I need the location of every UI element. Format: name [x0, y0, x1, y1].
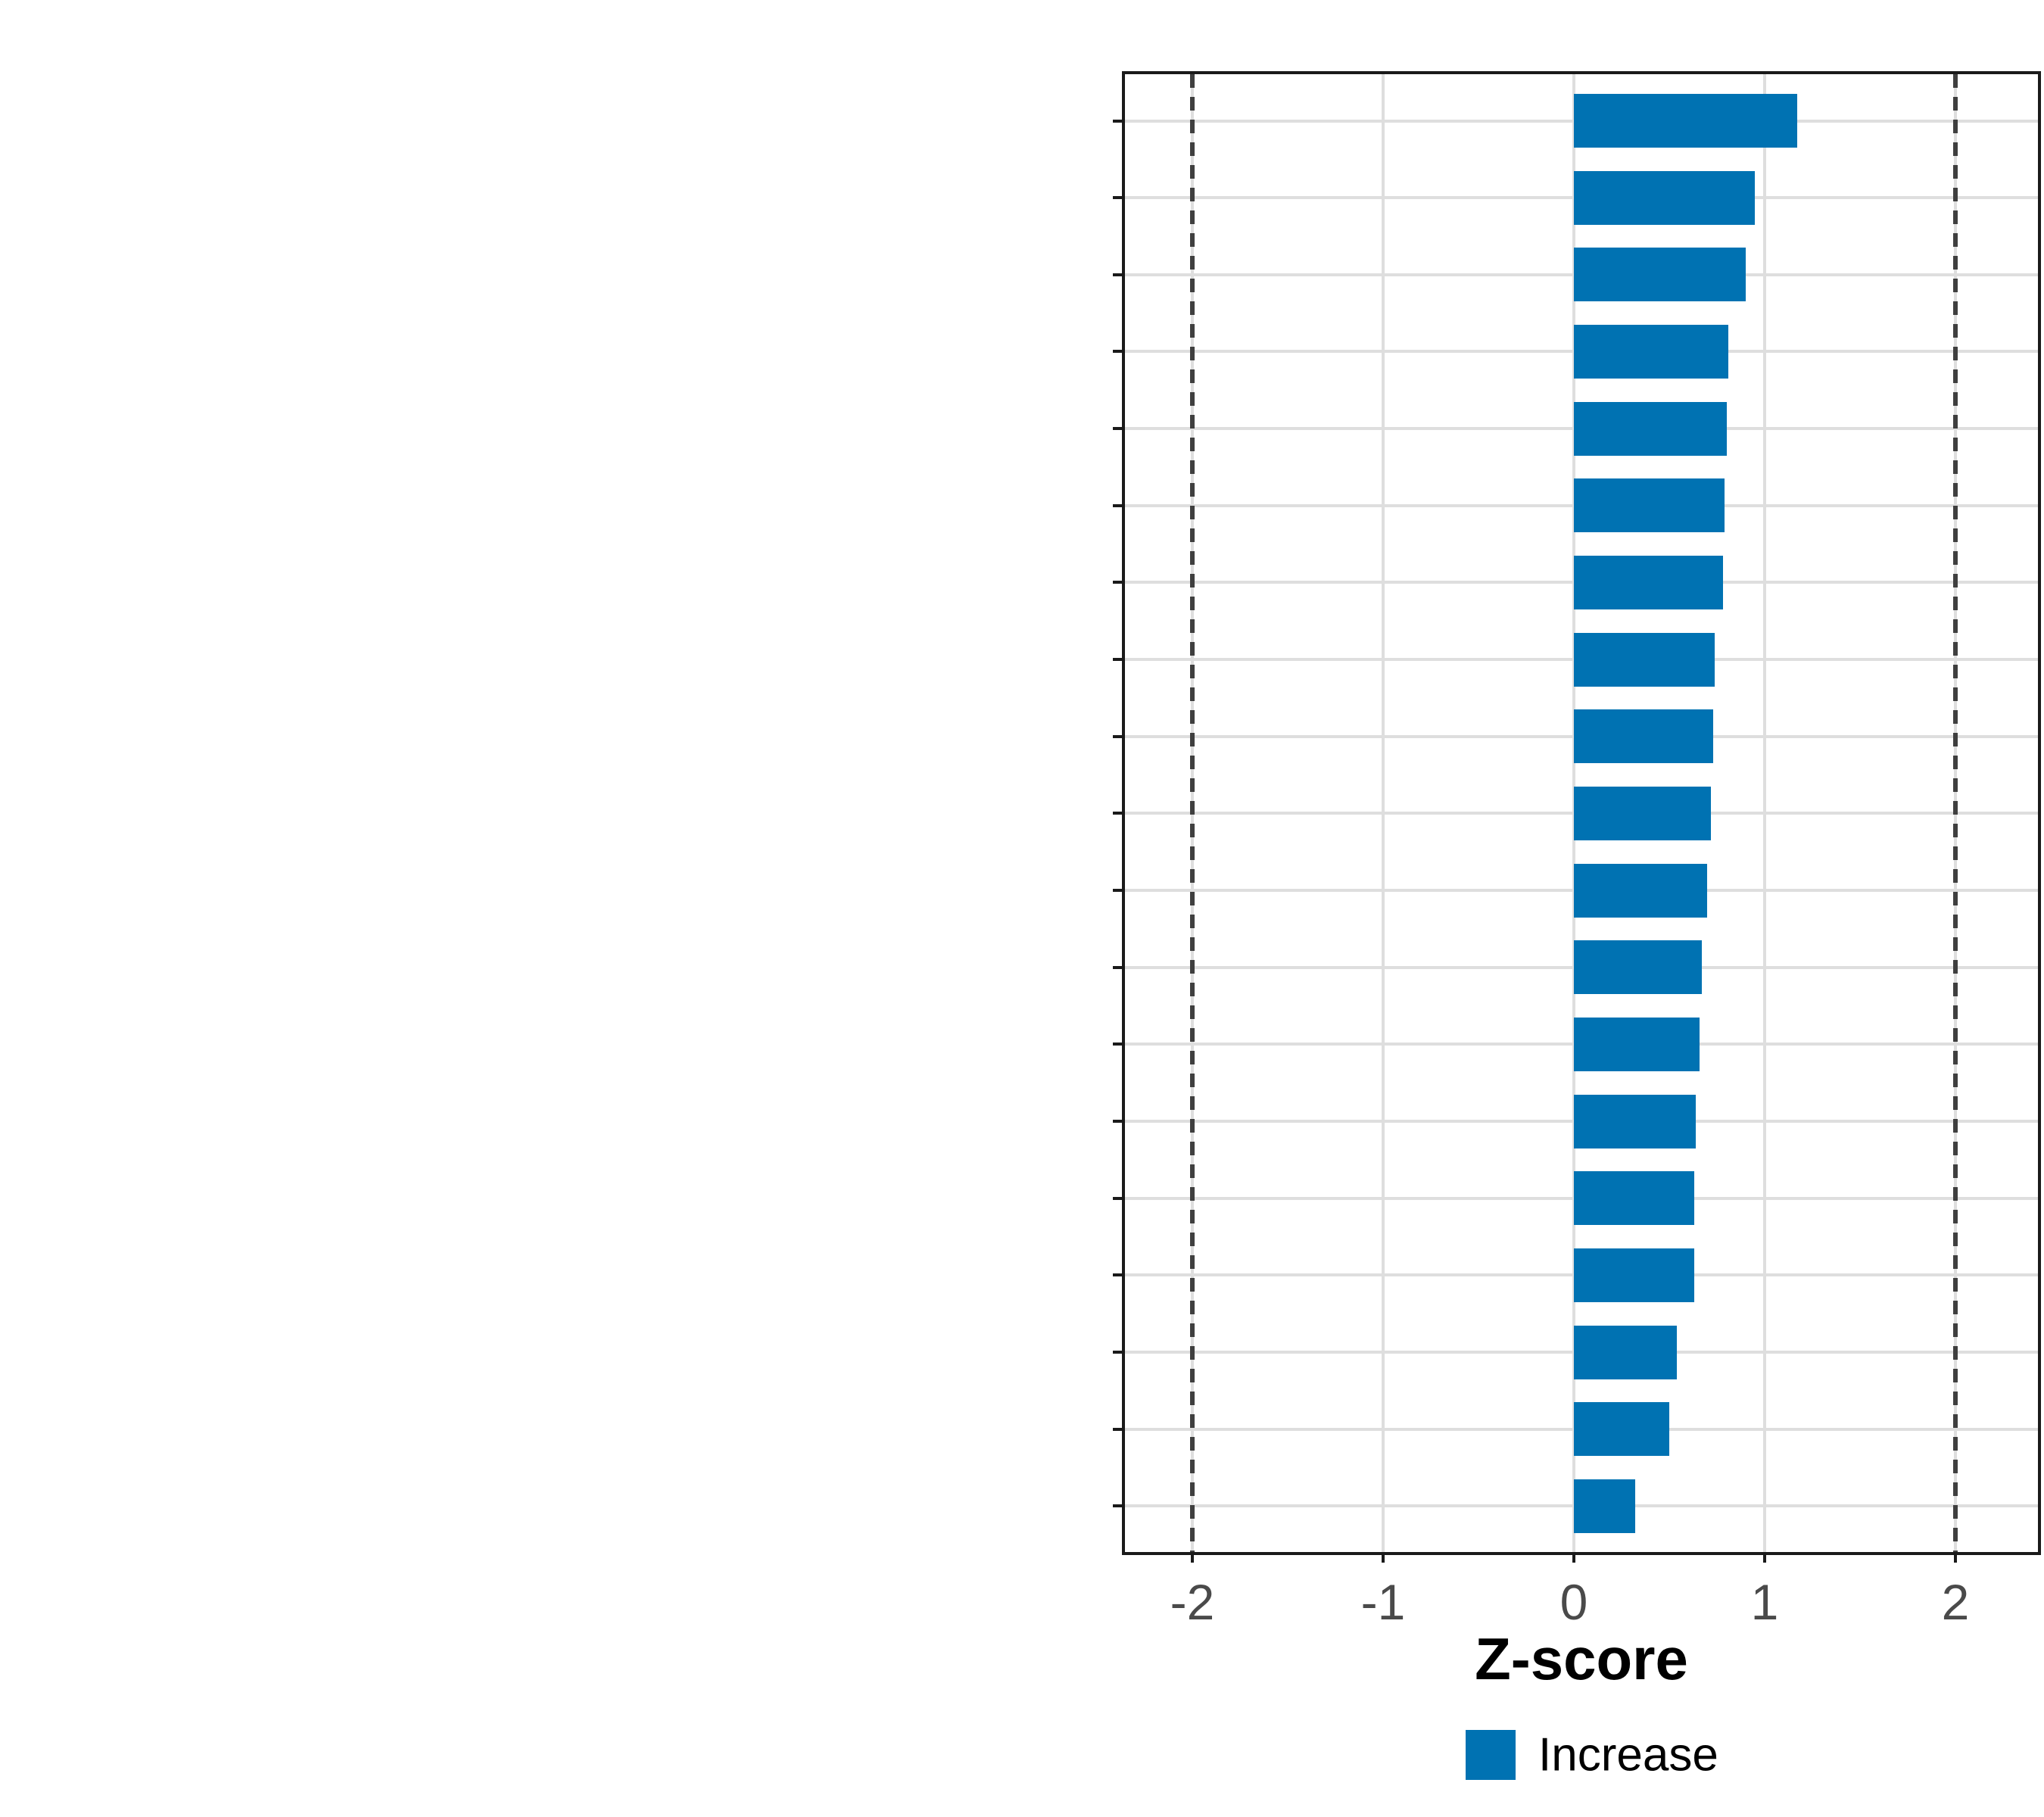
bar-5 — [1574, 401, 1727, 456]
y-axis-tick — [1113, 889, 1125, 893]
y-axis-tick — [1113, 1504, 1125, 1508]
y-axis-tick — [1113, 119, 1125, 123]
y-axis-tick — [1113, 350, 1125, 354]
y-axis-tick — [1113, 1427, 1125, 1431]
bar-11 — [1574, 863, 1708, 918]
x-axis-tick-label: 0 — [1559, 1574, 1588, 1630]
bar-7 — [1574, 555, 1723, 609]
y-axis-tick — [1113, 965, 1125, 969]
x-axis-tick — [1572, 1552, 1575, 1563]
y-axis-tick — [1113, 273, 1125, 276]
bar-13 — [1574, 1017, 1700, 1071]
y-axis-tick — [1113, 1120, 1125, 1124]
y-axis-tick — [1113, 1196, 1125, 1200]
x-axis-tick-label: 1 — [1750, 1574, 1779, 1630]
x-axis-tick — [1382, 1552, 1385, 1563]
bar-1 — [1574, 94, 1797, 148]
y-axis-tick — [1113, 1351, 1125, 1354]
bar-15 — [1574, 1171, 1694, 1226]
x-axis-tick-label: -1 — [1360, 1574, 1406, 1630]
y-axis-tick — [1113, 734, 1125, 738]
bar-19 — [1574, 1479, 1635, 1533]
y-axis-tick — [1113, 427, 1125, 431]
y-axis-tick — [1113, 812, 1125, 815]
bar-14 — [1574, 1094, 1697, 1148]
y-axis-tick — [1113, 503, 1125, 507]
bar-12 — [1574, 940, 1702, 995]
bar-3 — [1574, 248, 1746, 302]
bar-2 — [1574, 170, 1756, 225]
legend-swatch-increase — [1466, 1730, 1516, 1780]
legend-label-increase: Increase — [1538, 1728, 1718, 1781]
bar-6 — [1574, 478, 1725, 533]
bar-8 — [1574, 632, 1715, 687]
bar-16 — [1574, 1248, 1694, 1302]
dashed-line-x2 — [1953, 74, 1958, 1552]
y-axis-tick — [1113, 1273, 1125, 1277]
x-axis-tick-label: 2 — [1941, 1574, 1970, 1630]
y-axis-tick — [1113, 1043, 1125, 1046]
y-axis-tick — [1113, 196, 1125, 200]
dashed-line-x-2 — [1190, 74, 1195, 1552]
bar-4 — [1574, 324, 1729, 379]
x-axis-tick — [1191, 1552, 1194, 1563]
x-axis-tick — [1954, 1552, 1957, 1563]
y-axis-tick — [1113, 658, 1125, 662]
x-axis-tick-label: -2 — [1170, 1574, 1215, 1630]
bar-10 — [1574, 786, 1712, 840]
x-axis-tick — [1763, 1552, 1766, 1563]
y-axis-tick — [1113, 581, 1125, 584]
bar-18 — [1574, 1402, 1669, 1457]
bar-17 — [1574, 1325, 1678, 1379]
x-axis-title: Z-score — [1475, 1625, 1688, 1692]
bar-9 — [1574, 709, 1713, 764]
